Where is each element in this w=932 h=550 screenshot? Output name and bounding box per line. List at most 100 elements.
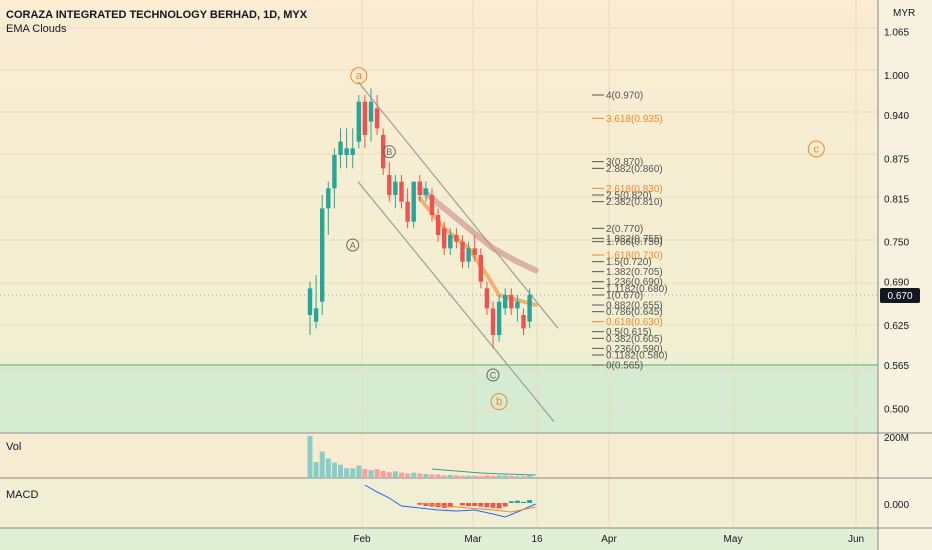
volume-ma-line [431,468,536,476]
candle-body [429,195,435,215]
candle-body [332,155,337,189]
price-tick-7: 0.625 [884,321,909,332]
macd-bar [508,501,514,503]
macd-bar [527,500,533,503]
macd-panel-label: MACD [6,489,39,501]
macd-bar [478,503,484,507]
candle-body [313,308,319,322]
fib-level-label: 4(0.970) [606,91,643,102]
wave-label-circle [807,140,825,158]
fib-level-label: 0.236(0.590) [606,344,663,355]
wave-label-b: B [386,147,392,157]
macd-axis-tick: 0.000 [884,500,909,511]
chart-legend: CORAZA INTEGRATED TECHNOLOGY BERHAD, 1D,… [6,8,307,36]
fib-level-label: 0.786(0.645) [606,307,663,318]
volume-bar [399,472,404,478]
volume-bar [331,462,337,478]
candle-body [503,295,508,309]
fib-level-label: 1.5(0.720) [606,257,652,268]
macd-bar [472,503,478,506]
channel-upper-line[interactable] [357,81,559,329]
price-tick-9: 0.500 [884,404,909,415]
fib-level-label: 0.382(0.605) [606,334,663,345]
axis-bg [878,0,932,550]
wave-label-circle [382,145,396,159]
candle-body [374,108,380,129]
candle-body [368,101,374,122]
wave-label-circle [350,67,368,85]
candle-body [454,235,459,242]
volume-bar [325,458,331,478]
time-tick-1: Mar [464,534,482,545]
volume-bar [423,474,429,478]
fib-level-label: 1.236(0.690) [606,277,663,288]
volume-bar [447,474,453,478]
volume-axis-tick: 200M [884,433,909,444]
fib-level-label: 2.618(0.830) [606,184,663,195]
candle-body [521,315,526,329]
macd-bar [484,503,490,508]
candle-body [405,201,410,222]
volume-bar [411,472,417,478]
macd-bar [441,503,447,508]
macd-bar [521,501,526,503]
volume-bar [508,475,514,478]
wave-label-b: b [496,396,502,408]
volume-bar [521,476,526,478]
indicator-label: EMA Clouds [6,23,67,35]
fib-level-label: 1.1182(0.680) [606,284,668,295]
wave-label-circle [486,368,500,382]
macd-bar [496,503,502,509]
volume-bar [405,473,411,478]
volume-bar [484,475,490,478]
macd-bar [447,503,453,508]
fib-level-label: 0.618(0.630) [606,317,663,328]
fib-level-label: 1.618(0.730) [606,251,663,262]
wave-label-c: C [490,371,497,381]
price-tick-6: 0.690 [884,278,909,289]
chart-title: CORAZA INTEGRATED TECHNOLOGY BERHAD, 1D,… [6,9,308,21]
trend-channel[interactable] [357,81,559,423]
macd-histogram [364,484,536,518]
candle-body [362,101,368,135]
volume-bar [319,451,325,478]
volume-bar [490,475,496,478]
volume-bar [356,465,362,478]
price-tick-2: 0.940 [884,111,909,122]
macd-bar [466,503,472,506]
fib-level-label: 0(0.565) [606,361,643,372]
candle-body [515,301,520,309]
fib-level-label: 2(0.770) [606,224,643,235]
macd-bar [460,503,465,506]
volume-bar [453,475,459,478]
candle-body [387,175,392,195]
fib-level-label: 1.882(0.755) [606,234,663,245]
volume-bar [478,476,484,478]
wave-label-circle [346,238,360,252]
volume-bar [386,472,392,478]
macd-bar [490,503,496,508]
candle-body [338,141,343,155]
fib-extension[interactable]: 4(0.970) 3.618(0.935) 3(0.870)2.882(0.860)… [592,91,668,372]
time-axis[interactable]: Feb Mar 16 Apr May Jun [353,534,864,545]
volume-panel-bg [0,433,878,478]
fib-level-label: 2.382(0.810) [606,197,663,208]
price-tick-1: 1.000 [884,71,909,82]
wave-label-a: a [356,70,363,82]
fib-level-label: 0.5(0.615) [606,327,652,338]
price-tick-4: 0.815 [884,194,909,205]
channel-lower-line[interactable] [357,181,555,423]
candle-body [393,181,398,195]
current-price-tag-box [880,288,920,303]
volume-bar [466,475,472,478]
candles [307,88,532,349]
volume-bar [472,475,478,478]
price-axis[interactable]: 1.065 1.000 0.940 0.875 0.815 0.750 0.690 0.625… [884,28,909,416]
macd-bar [417,503,423,505]
volume-bars [307,436,536,478]
time-tick-0: Feb [353,534,371,545]
fib-level-label: 0.882(0.655) [606,301,663,312]
candle-body [527,295,532,322]
candle-body [411,181,416,222]
